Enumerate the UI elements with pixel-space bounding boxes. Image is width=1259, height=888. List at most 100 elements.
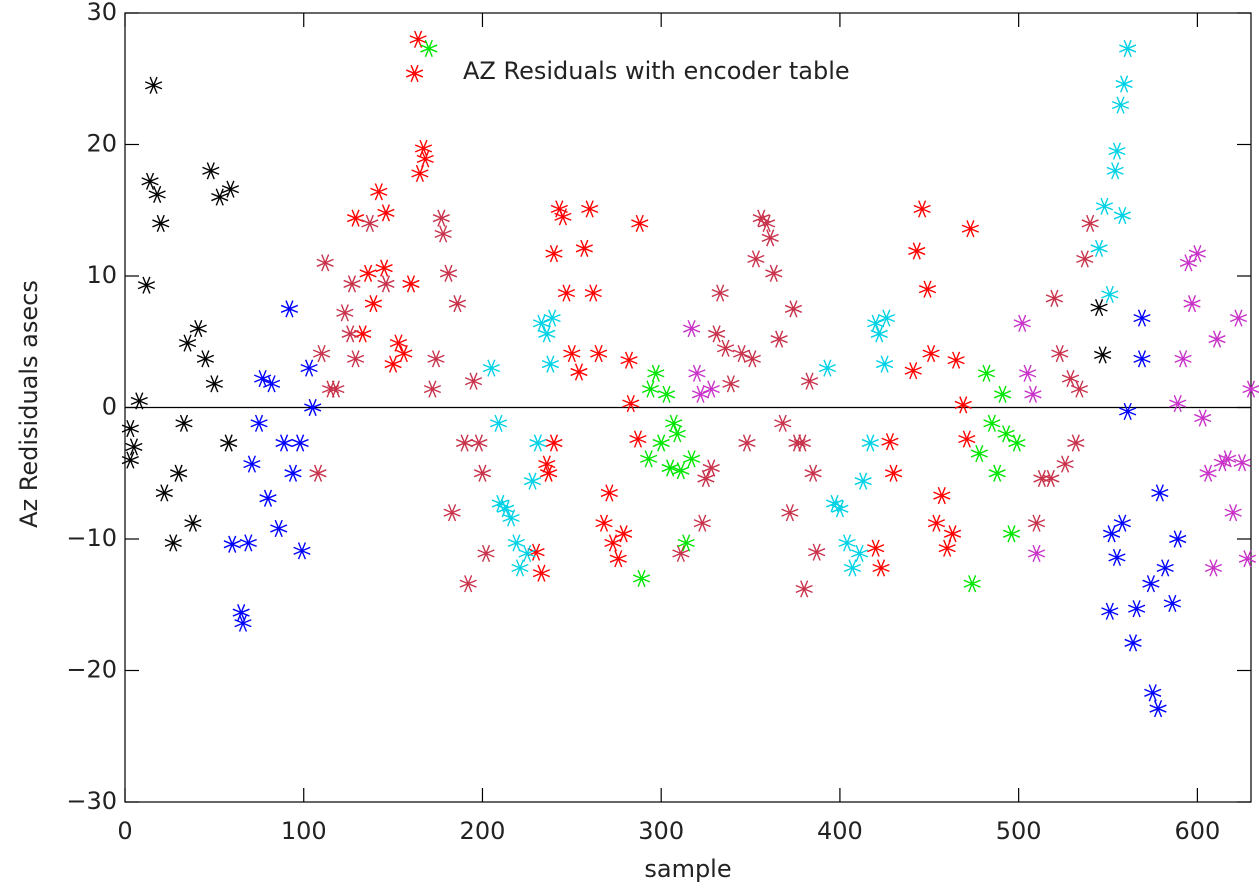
marker-stroke xyxy=(327,384,345,394)
point xyxy=(511,559,529,577)
point xyxy=(540,464,558,482)
marker-stroke xyxy=(439,269,458,278)
marker-stroke xyxy=(291,438,309,448)
marker-stroke xyxy=(808,548,826,557)
marker-stroke xyxy=(234,619,252,628)
marker-stroke xyxy=(738,438,756,448)
marker-stroke xyxy=(409,35,427,44)
point xyxy=(904,362,922,380)
marker-stroke xyxy=(631,219,649,228)
marker-stroke xyxy=(947,356,965,365)
marker-stroke xyxy=(652,438,670,448)
marker-stroke xyxy=(1113,211,1131,220)
point xyxy=(1149,700,1167,718)
point xyxy=(1056,455,1074,473)
marker-stroke xyxy=(148,190,166,199)
point xyxy=(977,364,996,382)
point xyxy=(523,472,542,490)
point xyxy=(881,433,899,451)
point xyxy=(491,494,509,513)
marker-stroke xyxy=(341,329,359,338)
marker-stroke xyxy=(336,308,354,317)
point xyxy=(354,325,372,343)
marker-stroke xyxy=(1163,599,1181,608)
marker-stroke xyxy=(405,69,424,78)
point xyxy=(541,355,559,373)
marker-stroke xyxy=(867,319,885,328)
marker-stroke xyxy=(954,400,972,409)
marker-stroke xyxy=(1019,369,1037,378)
point xyxy=(988,464,1006,482)
point xyxy=(622,394,640,413)
marker-stroke xyxy=(747,254,765,263)
point xyxy=(1002,525,1021,543)
marker-stroke xyxy=(470,438,488,448)
point xyxy=(477,544,495,563)
marker-stroke xyxy=(196,354,215,363)
marker-stroke xyxy=(1133,313,1151,323)
marker-stroke xyxy=(881,437,899,446)
marker-stroke xyxy=(1169,534,1187,544)
x-tick-label: 300 xyxy=(638,817,684,845)
marker-stroke xyxy=(411,169,429,178)
point xyxy=(825,494,844,513)
point xyxy=(581,200,599,218)
point xyxy=(205,375,223,393)
marker-stroke xyxy=(321,384,340,394)
marker-stroke xyxy=(997,429,1015,438)
x-tick-label: 600 xyxy=(1174,817,1220,845)
marker-stroke xyxy=(918,285,937,294)
marker-stroke xyxy=(702,384,720,394)
point xyxy=(196,350,215,368)
point xyxy=(831,500,849,518)
point xyxy=(473,464,492,482)
marker-stroke xyxy=(825,499,844,508)
marker-stroke xyxy=(977,369,996,378)
marker-stroke xyxy=(1238,554,1257,563)
point xyxy=(570,363,588,381)
point xyxy=(316,254,334,272)
marker-stroke xyxy=(867,544,885,553)
marker-stroke xyxy=(788,438,806,448)
point xyxy=(793,434,811,452)
marker-stroke xyxy=(434,229,452,239)
point xyxy=(697,469,715,488)
point xyxy=(529,434,547,452)
point xyxy=(1128,600,1146,618)
marker-stroke xyxy=(416,154,434,164)
marker-stroke xyxy=(259,494,277,503)
marker-stroke xyxy=(1169,399,1187,408)
marker-stroke xyxy=(702,463,720,473)
point xyxy=(145,76,163,94)
marker-stroke xyxy=(250,419,268,428)
point xyxy=(922,345,940,363)
marker-stroke xyxy=(220,438,238,448)
marker-stroke xyxy=(482,363,500,373)
point xyxy=(884,464,903,482)
marker-stroke xyxy=(800,377,819,386)
point xyxy=(405,64,424,83)
marker-stroke xyxy=(262,379,281,388)
marker-stroke xyxy=(232,608,250,617)
marker-stroke xyxy=(427,354,445,363)
point xyxy=(532,564,551,582)
marker-stroke xyxy=(752,214,770,223)
x-tick-label: 400 xyxy=(817,817,863,845)
marker-stroke xyxy=(1208,335,1226,344)
marker-stroke xyxy=(1119,407,1137,416)
marker-stroke xyxy=(615,529,633,538)
point xyxy=(918,280,937,298)
point xyxy=(364,295,383,313)
marker-stroke xyxy=(1115,79,1133,89)
marker-stroke xyxy=(781,508,799,517)
point xyxy=(1169,530,1187,548)
point xyxy=(672,462,690,480)
marker-stroke xyxy=(1124,638,1142,647)
point xyxy=(262,375,281,393)
point xyxy=(761,229,779,247)
point xyxy=(1013,314,1031,332)
point xyxy=(464,372,483,390)
marker-stroke xyxy=(175,419,193,428)
marker-stroke xyxy=(1051,349,1069,358)
point xyxy=(545,434,563,452)
